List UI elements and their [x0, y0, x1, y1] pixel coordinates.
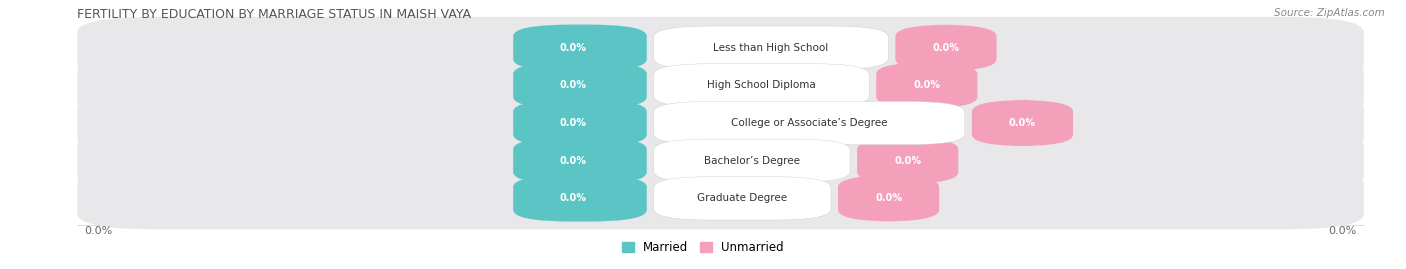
Text: Graduate Degree: Graduate Degree: [697, 193, 787, 203]
FancyBboxPatch shape: [654, 101, 965, 145]
FancyBboxPatch shape: [654, 139, 851, 182]
FancyBboxPatch shape: [654, 177, 831, 220]
Text: 0.0%: 0.0%: [84, 226, 112, 236]
Text: College or Associate’s Degree: College or Associate’s Degree: [731, 118, 887, 128]
FancyBboxPatch shape: [77, 130, 1364, 192]
FancyBboxPatch shape: [654, 64, 869, 107]
Text: 0.0%: 0.0%: [932, 43, 959, 53]
Text: 0.0%: 0.0%: [894, 156, 921, 166]
FancyBboxPatch shape: [77, 54, 1364, 116]
FancyBboxPatch shape: [896, 24, 997, 71]
FancyBboxPatch shape: [513, 137, 647, 184]
Text: 0.0%: 0.0%: [1329, 226, 1357, 236]
Legend: Married, Unmarried: Married, Unmarried: [617, 236, 789, 259]
FancyBboxPatch shape: [838, 175, 939, 222]
FancyBboxPatch shape: [77, 17, 1364, 79]
FancyBboxPatch shape: [77, 167, 1364, 229]
FancyBboxPatch shape: [858, 137, 959, 184]
FancyBboxPatch shape: [513, 175, 647, 222]
FancyBboxPatch shape: [513, 62, 647, 109]
FancyBboxPatch shape: [654, 26, 889, 69]
Text: Bachelor’s Degree: Bachelor’s Degree: [704, 156, 800, 166]
Text: FERTILITY BY EDUCATION BY MARRIAGE STATUS IN MAISH VAYA: FERTILITY BY EDUCATION BY MARRIAGE STATU…: [77, 8, 471, 21]
FancyBboxPatch shape: [513, 24, 647, 71]
FancyBboxPatch shape: [876, 62, 977, 109]
Text: 0.0%: 0.0%: [560, 118, 586, 128]
Text: 0.0%: 0.0%: [560, 193, 586, 203]
Text: High School Diploma: High School Diploma: [707, 80, 815, 90]
FancyBboxPatch shape: [513, 100, 647, 146]
Text: 0.0%: 0.0%: [914, 80, 941, 90]
Text: 0.0%: 0.0%: [875, 193, 903, 203]
Text: Source: ZipAtlas.com: Source: ZipAtlas.com: [1274, 8, 1385, 18]
FancyBboxPatch shape: [77, 92, 1364, 154]
FancyBboxPatch shape: [972, 100, 1073, 146]
Text: Less than High School: Less than High School: [713, 43, 828, 53]
Text: 0.0%: 0.0%: [560, 43, 586, 53]
Text: 0.0%: 0.0%: [1010, 118, 1036, 128]
Text: 0.0%: 0.0%: [560, 80, 586, 90]
Text: 0.0%: 0.0%: [560, 156, 586, 166]
